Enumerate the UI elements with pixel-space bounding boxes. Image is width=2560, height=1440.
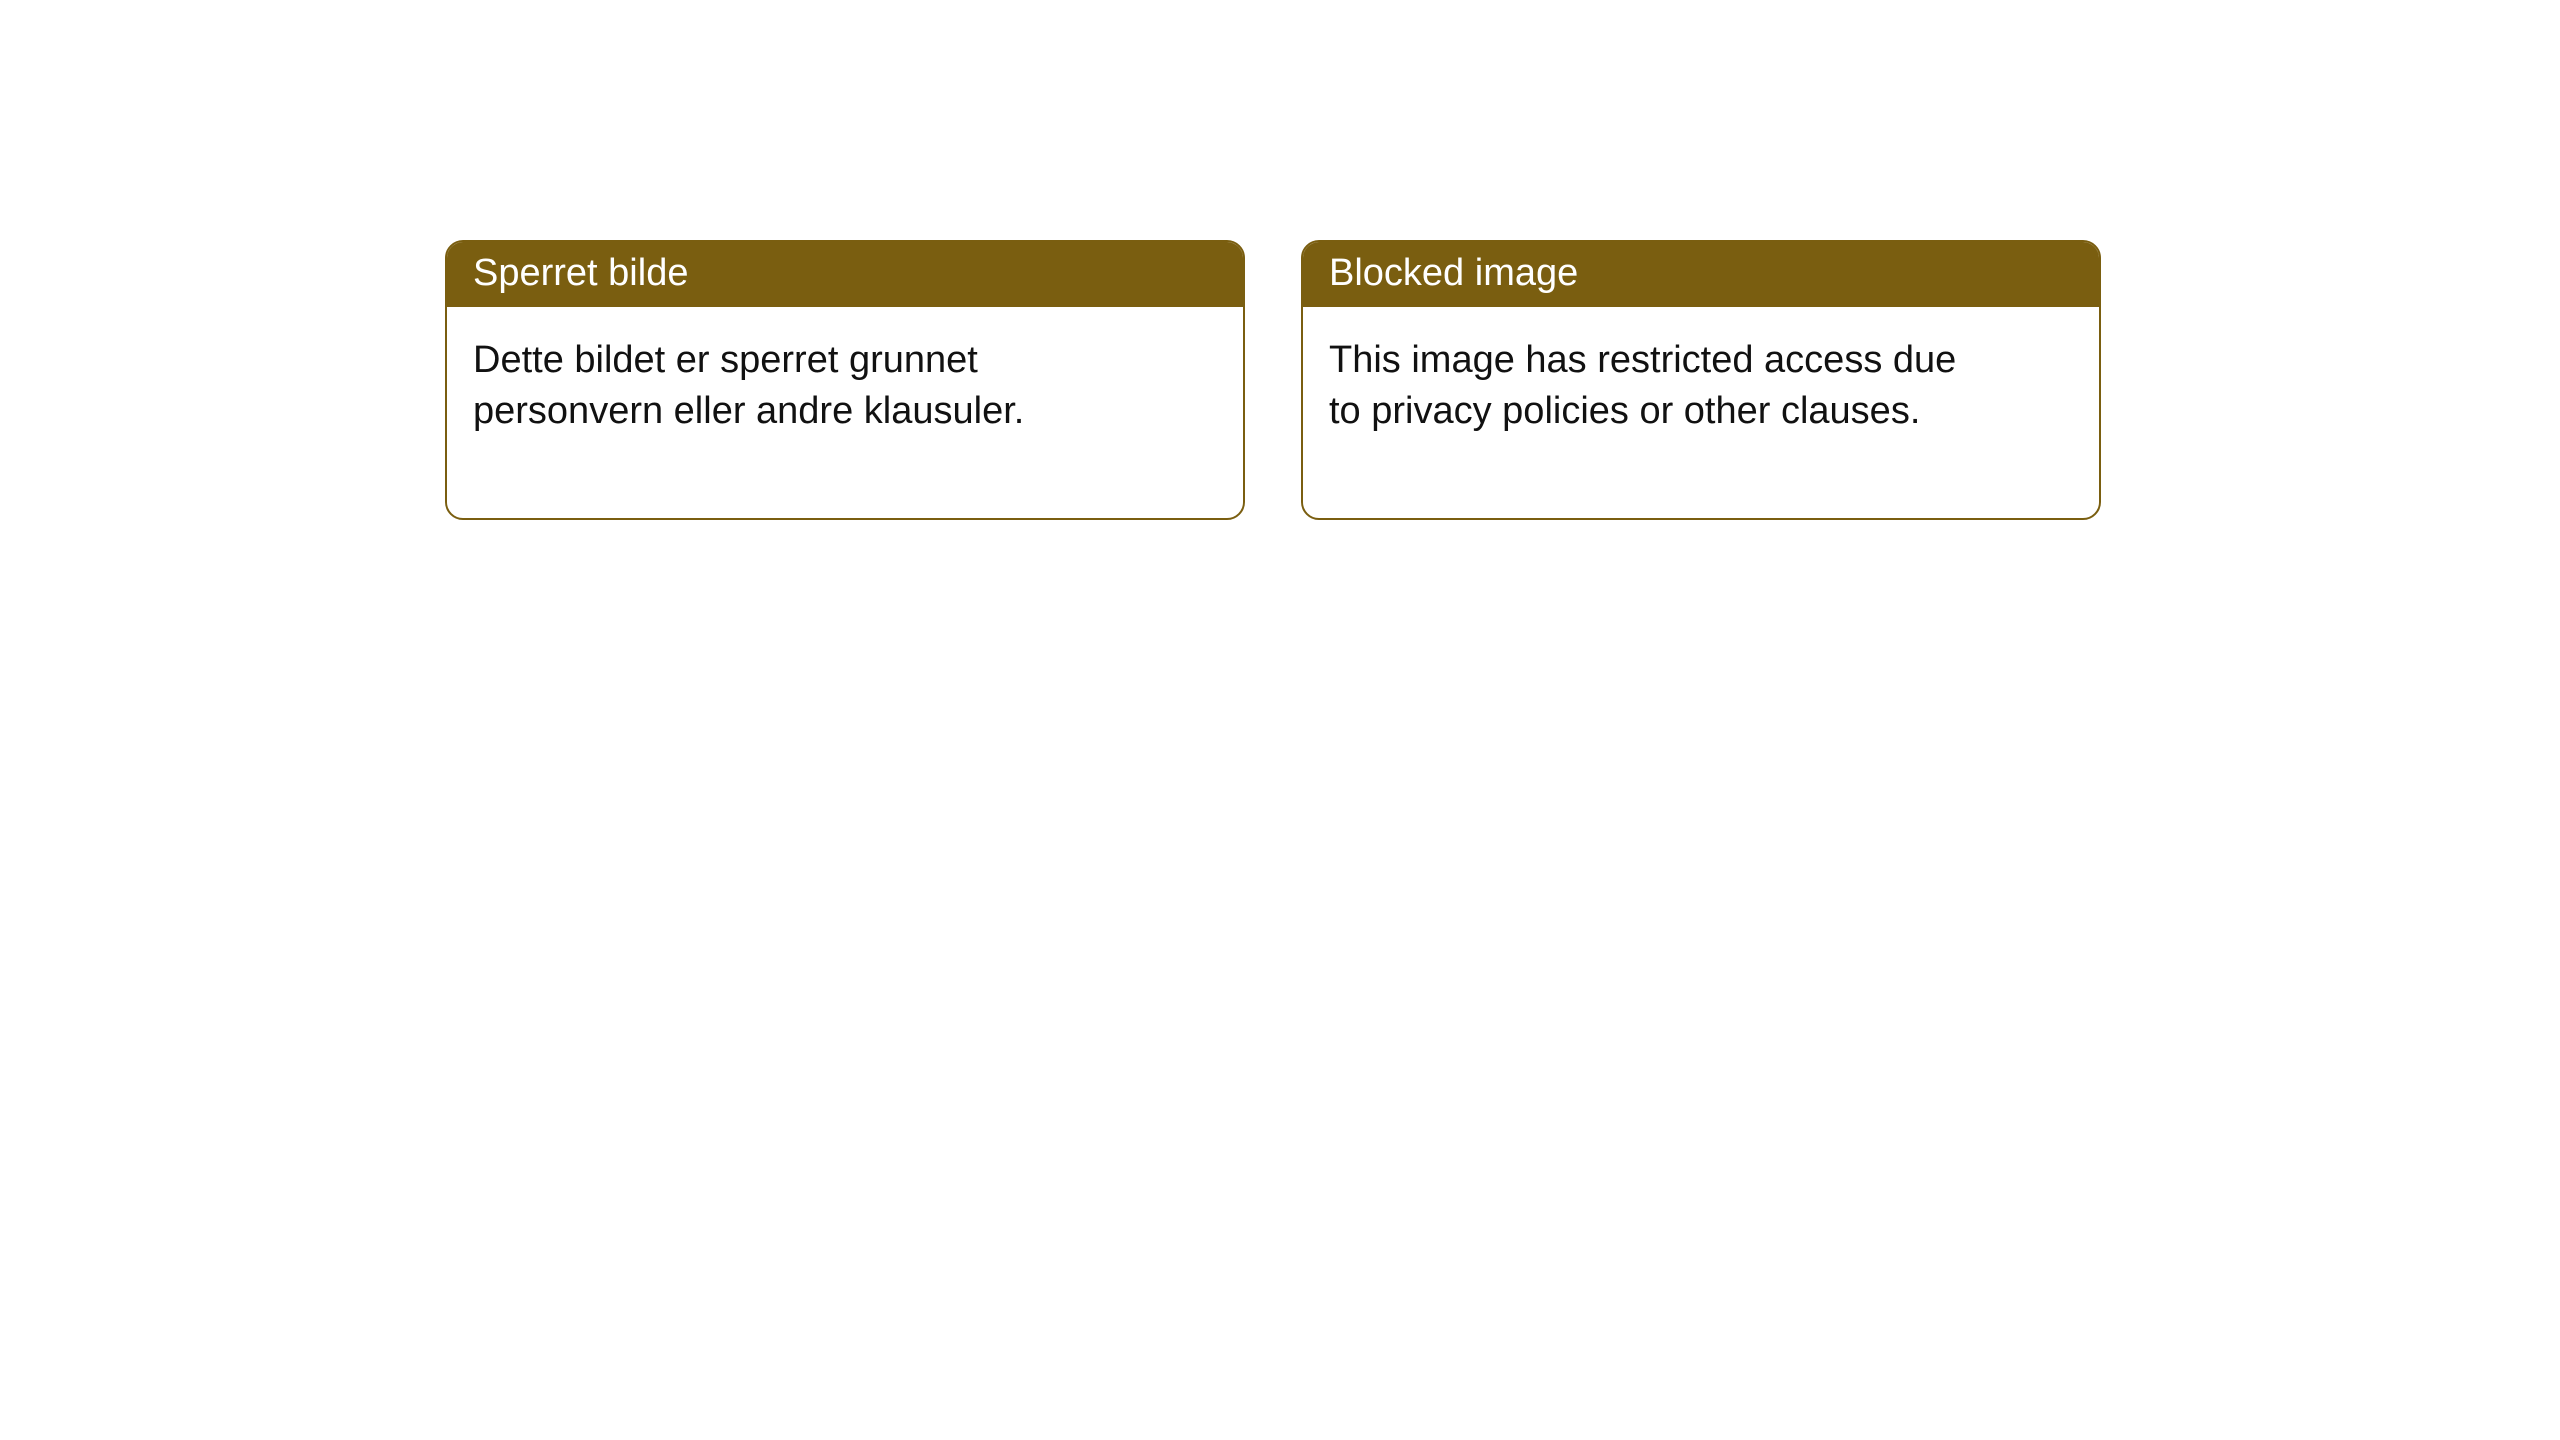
notice-header: Blocked image: [1303, 242, 2099, 307]
notice-container: Sperret bilde Dette bildet er sperret gr…: [0, 0, 2560, 520]
notice-card-english: Blocked image This image has restricted …: [1301, 240, 2101, 520]
notice-body: Dette bildet er sperret grunnet personve…: [447, 307, 1147, 518]
notice-header: Sperret bilde: [447, 242, 1243, 307]
notice-body: This image has restricted access due to …: [1303, 307, 2003, 518]
notice-card-norwegian: Sperret bilde Dette bildet er sperret gr…: [445, 240, 1245, 520]
